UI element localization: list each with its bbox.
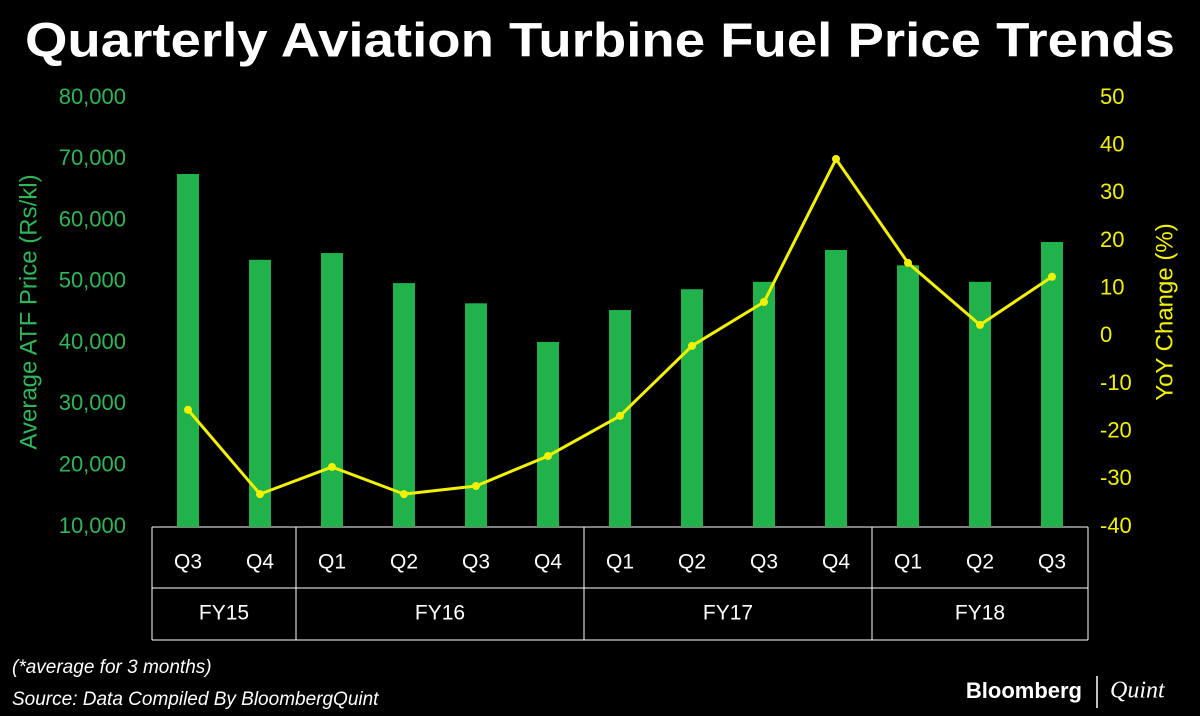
line-marker <box>472 482 480 491</box>
x-tick-label: Q3 <box>462 551 490 574</box>
line-marker <box>976 320 984 329</box>
line-marker <box>904 258 912 267</box>
x-tick-label: Q3 <box>750 551 778 574</box>
x-tick-label: Q2 <box>678 551 706 574</box>
x-tick-label: Q4 <box>534 551 562 574</box>
y-tick-label: 20,000 <box>59 452 126 477</box>
y-tick-label: 60,000 <box>59 206 126 231</box>
line-marker <box>616 411 624 420</box>
line-marker <box>760 298 768 307</box>
y2-tick-label: 10 <box>1100 274 1124 299</box>
line-marker <box>688 341 696 350</box>
y-tick-label: 50,000 <box>59 268 126 293</box>
x-tick-label: Q2 <box>390 551 418 574</box>
y2-tick-label: -30 <box>1100 465 1132 490</box>
y-tick-label: 30,000 <box>59 390 126 415</box>
x-tick-label: Q1 <box>894 551 922 574</box>
y2-tick-label: -40 <box>1100 513 1132 538</box>
line-marker <box>328 462 336 471</box>
line-marker <box>184 405 192 414</box>
y-tick-label: 70,000 <box>59 145 126 170</box>
logo-quint: Quint <box>1110 678 1166 704</box>
bar <box>177 173 199 527</box>
x-tick-label: Q3 <box>174 551 202 574</box>
bar <box>537 341 559 527</box>
x-tick-label: Q4 <box>246 551 274 574</box>
group-label: FY16 <box>415 602 465 625</box>
chart-title: Quarterly Aviation Turbine Fuel Price Tr… <box>25 15 1175 68</box>
source: Source: Data Compiled By BloombergQuint <box>12 689 379 710</box>
bar <box>393 283 415 527</box>
bar <box>1041 242 1063 527</box>
group-label: FY15 <box>199 602 249 625</box>
y2-tick-label: -20 <box>1100 417 1132 442</box>
bar <box>753 281 775 527</box>
bar <box>681 289 703 527</box>
x-tick-label: Q2 <box>966 551 994 574</box>
group-label: FY18 <box>955 602 1005 625</box>
y2-axis-label: YoY Change (%) <box>1151 223 1178 400</box>
y2-tick-label: 0 <box>1100 322 1112 347</box>
line-marker <box>544 451 552 460</box>
x-tick-label: Q4 <box>822 551 850 574</box>
line-marker <box>400 490 408 499</box>
y-tick-label: 40,000 <box>59 329 126 354</box>
bar <box>969 281 991 527</box>
line-marker <box>832 155 840 164</box>
y2-tick-label: -10 <box>1100 370 1132 395</box>
line-marker <box>256 490 264 499</box>
y-axis-label: Average ATF Price (Rs/kl) <box>15 174 42 449</box>
line-marker <box>1048 272 1056 281</box>
y2-tick-label: 20 <box>1100 227 1124 252</box>
bar <box>897 265 919 527</box>
group-label: FY17 <box>703 602 753 625</box>
x-tick-label: Q3 <box>1038 551 1066 574</box>
logo-bloomberg: Bloomberg <box>966 678 1082 703</box>
note: (*average for 3 months) <box>12 657 212 678</box>
bar <box>825 249 847 527</box>
y-tick-label: 10,000 <box>59 513 126 538</box>
y2-tick-label: 50 <box>1100 84 1124 109</box>
bar <box>321 253 343 527</box>
y-tick-label: 80,000 <box>59 84 126 109</box>
bar <box>465 303 487 527</box>
x-tick-label: Q1 <box>606 551 634 574</box>
y2-tick-label: 40 <box>1100 131 1124 156</box>
x-tick-label: Q1 <box>318 551 346 574</box>
y2-tick-label: 30 <box>1100 179 1124 204</box>
bar <box>249 259 271 527</box>
